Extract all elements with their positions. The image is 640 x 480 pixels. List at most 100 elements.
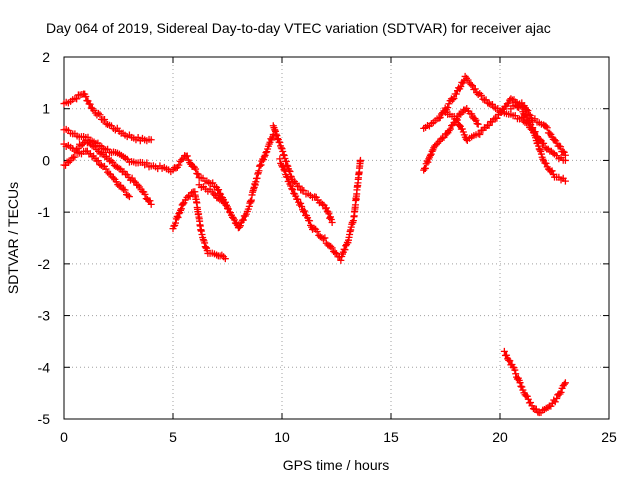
y-tick-label: -5 bbox=[38, 411, 51, 427]
data-point bbox=[445, 127, 453, 135]
data-point bbox=[328, 244, 336, 252]
x-tick-label: 20 bbox=[492, 429, 508, 445]
data-point bbox=[146, 197, 154, 205]
data-point bbox=[341, 246, 349, 254]
data-point bbox=[94, 109, 102, 117]
x-tick-label: 5 bbox=[169, 429, 177, 445]
data-point bbox=[327, 215, 335, 223]
data-point bbox=[214, 194, 222, 202]
data-point bbox=[177, 205, 185, 213]
data-point bbox=[557, 388, 565, 396]
data-point bbox=[436, 114, 444, 122]
data-point bbox=[109, 158, 117, 166]
data-point bbox=[274, 135, 282, 143]
data-point bbox=[282, 157, 290, 165]
data-point bbox=[474, 91, 482, 99]
data-point bbox=[450, 94, 458, 102]
data-point bbox=[328, 218, 336, 226]
data-point bbox=[295, 182, 303, 190]
data-points bbox=[60, 72, 569, 417]
data-point bbox=[62, 161, 70, 169]
data-point bbox=[450, 112, 458, 120]
data-point bbox=[511, 366, 519, 374]
data-point bbox=[310, 224, 318, 232]
data-point bbox=[557, 143, 565, 151]
data-point bbox=[428, 147, 436, 155]
data-point bbox=[321, 234, 329, 242]
series-arc-3 bbox=[60, 136, 155, 208]
series-arc-12 bbox=[507, 99, 569, 159]
data-point bbox=[561, 379, 569, 387]
data-point bbox=[462, 135, 470, 143]
data-point bbox=[507, 95, 515, 103]
data-point bbox=[542, 159, 550, 167]
y-tick-label: 0 bbox=[42, 152, 50, 168]
data-point bbox=[476, 130, 484, 138]
data-point bbox=[102, 165, 110, 173]
data-point bbox=[432, 141, 440, 149]
data-point bbox=[337, 256, 345, 264]
data-point bbox=[529, 128, 537, 136]
data-point bbox=[97, 161, 105, 169]
data-point bbox=[179, 200, 187, 208]
y-tick-label: -4 bbox=[38, 359, 51, 375]
data-point bbox=[77, 142, 85, 150]
data-point bbox=[198, 231, 206, 239]
data-point bbox=[194, 170, 202, 178]
data-point bbox=[177, 206, 185, 214]
data-point bbox=[485, 121, 493, 129]
data-point bbox=[548, 167, 556, 175]
data-point bbox=[280, 166, 288, 174]
data-point bbox=[175, 161, 183, 169]
data-point bbox=[73, 95, 81, 103]
data-point bbox=[539, 155, 547, 163]
data-point bbox=[356, 156, 364, 164]
data-point bbox=[96, 150, 104, 158]
data-point bbox=[555, 142, 563, 150]
data-point bbox=[452, 90, 460, 98]
data-point bbox=[94, 157, 102, 165]
data-point bbox=[457, 82, 465, 90]
data-point bbox=[175, 210, 183, 218]
data-point bbox=[523, 106, 531, 114]
data-point bbox=[96, 111, 104, 119]
data-point bbox=[472, 116, 480, 124]
series-arc-11 bbox=[442, 95, 569, 185]
data-point bbox=[461, 106, 469, 114]
data-point bbox=[331, 249, 339, 257]
data-point bbox=[534, 139, 542, 147]
grid-lines bbox=[64, 57, 609, 419]
data-point bbox=[435, 114, 443, 122]
data-point bbox=[170, 222, 178, 230]
data-point bbox=[536, 146, 544, 154]
data-point bbox=[82, 93, 90, 101]
data-point bbox=[300, 208, 308, 216]
data-point bbox=[272, 130, 280, 138]
data-point bbox=[183, 152, 191, 160]
data-point bbox=[115, 164, 123, 172]
data-point bbox=[420, 166, 428, 174]
x-axis-label: GPS time / hours bbox=[283, 457, 390, 473]
data-point bbox=[107, 157, 115, 165]
data-point bbox=[449, 96, 457, 104]
data-point bbox=[276, 138, 284, 146]
data-point bbox=[437, 135, 445, 143]
data-point bbox=[178, 156, 186, 164]
series-arc-6 bbox=[195, 131, 277, 232]
y-tick-label: -1 bbox=[38, 204, 51, 220]
data-point bbox=[421, 164, 429, 172]
series-arc-9 bbox=[420, 105, 482, 174]
data-point bbox=[524, 107, 532, 115]
data-point bbox=[325, 210, 333, 218]
data-point bbox=[319, 235, 327, 243]
data-point bbox=[322, 204, 330, 212]
data-point bbox=[102, 120, 110, 128]
data-point bbox=[124, 191, 132, 199]
data-point bbox=[426, 151, 434, 159]
data-point bbox=[147, 200, 155, 208]
data-point bbox=[271, 126, 279, 134]
x-tick-label: 0 bbox=[60, 429, 68, 445]
data-point bbox=[174, 213, 182, 221]
